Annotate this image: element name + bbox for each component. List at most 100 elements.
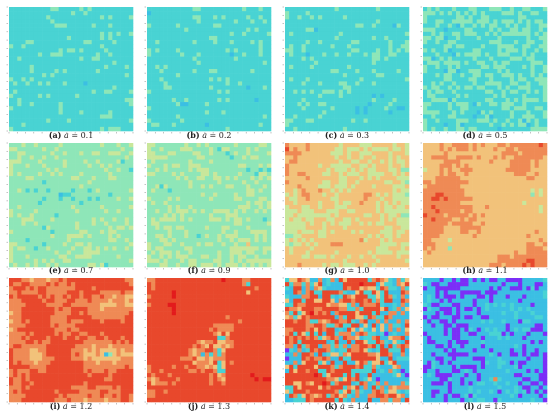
heatmap-cell — [464, 85, 469, 90]
heatmap-cell — [338, 122, 344, 128]
heatmap-cell — [468, 7, 473, 12]
heatmap-cell — [116, 23, 121, 28]
heatmap-cell — [209, 44, 214, 49]
heatmap-cell — [112, 176, 117, 181]
heatmap-cell — [66, 114, 72, 119]
heatmap-cell — [112, 213, 117, 218]
heatmap-cell — [171, 89, 177, 95]
heatmap-cell — [485, 122, 490, 128]
heatmap-cell — [451, 81, 457, 86]
heatmap-cell — [309, 73, 315, 78]
heatmap-cell — [258, 89, 264, 95]
heatmap-cell — [480, 81, 486, 86]
heatmap-cell — [443, 44, 449, 49]
heatmap-cell — [79, 155, 84, 160]
heatmap-cell — [221, 69, 226, 74]
heatmap-cell — [309, 106, 315, 111]
heatmap-cell — [204, 97, 210, 103]
heatmap-cell — [237, 180, 243, 185]
heatmap-cell — [95, 176, 101, 181]
heatmap-cell — [66, 106, 72, 111]
heatmap-cell — [305, 73, 311, 78]
heatmap-cell — [476, 11, 482, 16]
heatmap-cell — [128, 7, 134, 12]
heatmap-cell — [480, 64, 486, 70]
heatmap-cell — [258, 69, 264, 74]
heatmap-cell — [380, 15, 385, 20]
heatmap-cell — [83, 143, 88, 148]
heatmap-cell — [297, 81, 302, 86]
heatmap-cell — [518, 7, 523, 12]
heatmap-cell — [388, 126, 393, 132]
heatmap-cell — [501, 52, 506, 57]
heatmap-cell — [17, 188, 22, 193]
heatmap-cell — [242, 85, 247, 90]
heatmap-cell — [33, 73, 39, 78]
heatmap-cell — [75, 56, 80, 62]
heatmap-cell — [13, 246, 18, 251]
heatmap-cell — [116, 48, 121, 53]
heatmap-cell — [37, 143, 43, 148]
heatmap-cell — [476, 81, 482, 86]
heatmap-cell — [427, 64, 432, 70]
heatmap-cell — [359, 7, 364, 12]
heatmap-cell — [120, 97, 126, 103]
heatmap-cell — [225, 126, 230, 132]
heatmap-cell — [192, 85, 197, 90]
heatmap-cell — [526, 7, 531, 12]
heatmap-cell — [338, 64, 344, 70]
heatmap-cell — [120, 167, 126, 173]
heatmap-cell — [112, 69, 117, 74]
heatmap-cell — [297, 73, 302, 78]
heatmap-cell — [42, 167, 47, 173]
heatmap-cell — [464, 56, 469, 62]
heatmap-cell — [435, 89, 440, 95]
heatmap-cell — [468, 106, 473, 111]
heatmap-cell — [330, 93, 335, 99]
heatmap-cell — [200, 40, 206, 45]
heatmap-cell — [367, 15, 373, 20]
heatmap-cell — [58, 7, 64, 12]
heatmap-cell — [50, 254, 55, 260]
heatmap-cell — [225, 19, 230, 24]
heatmap-cell — [289, 11, 294, 16]
heatmap-cell — [258, 73, 264, 78]
heatmap-cell — [266, 27, 272, 33]
heatmap-cell — [472, 93, 478, 99]
heatmap-cell — [155, 167, 160, 173]
heatmap-cell — [147, 44, 152, 49]
heatmap-cell — [338, 7, 344, 12]
heatmap-cell — [66, 60, 72, 66]
heatmap-cell — [400, 126, 406, 132]
heatmap-cell — [456, 31, 461, 37]
heatmap-cell — [167, 180, 173, 185]
heatmap-cell — [513, 60, 519, 66]
heatmap-cell — [192, 93, 197, 99]
heatmap-cell — [367, 64, 373, 70]
heatmap-cell — [37, 31, 43, 37]
heatmap-cell — [285, 48, 290, 53]
heatmap-cell — [116, 19, 121, 24]
heatmap-cell — [13, 200, 18, 206]
heatmap-cell — [318, 126, 323, 132]
heatmap-cell — [427, 27, 432, 33]
heatmap-cell — [91, 31, 97, 37]
heatmap-cell — [25, 97, 30, 103]
heatmap-cell — [62, 180, 68, 185]
heatmap-cell — [37, 44, 43, 49]
heatmap-cell — [266, 60, 272, 66]
heatmap-cell — [480, 89, 486, 95]
heatmap-cell — [83, 114, 88, 119]
heatmap-cell — [21, 196, 26, 202]
heatmap-cell — [204, 126, 210, 132]
heatmap-cell — [464, 23, 469, 28]
heatmap-cell — [62, 102, 68, 107]
heatmap-cell — [266, 110, 272, 115]
heatmap-cell — [217, 163, 222, 169]
heatmap-cell — [476, 122, 482, 128]
heatmap-cell — [262, 163, 268, 169]
heatmap-cell — [217, 7, 222, 12]
heatmap-cell — [192, 151, 197, 156]
heatmap-cell — [204, 23, 210, 28]
heatmap-cell — [293, 31, 298, 37]
